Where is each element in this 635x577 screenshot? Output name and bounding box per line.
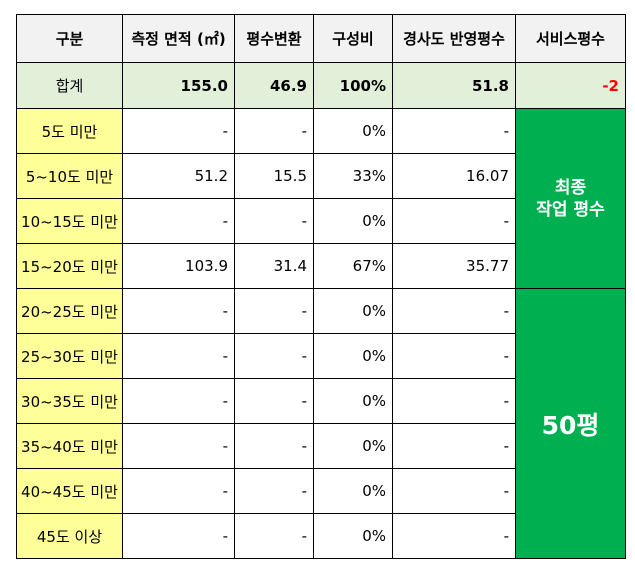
row-area: -: [122, 423, 235, 469]
row-slope: 16.07: [392, 153, 516, 199]
row-ratio: 0%: [313, 108, 393, 154]
row-ratio: 33%: [313, 153, 393, 199]
table-row: 15~20도 미만 103.9 31.4 67% 35.77: [16, 243, 626, 289]
row-label: 15~20도 미만: [16, 243, 123, 289]
row-slope: -: [392, 513, 516, 559]
row-area: -: [122, 198, 235, 244]
row-area: -: [122, 468, 235, 514]
row-label: 40~45도 미만: [16, 468, 123, 514]
row-pyeong: -: [234, 513, 314, 559]
result-cell: 50평: [515, 288, 626, 559]
row-pyeong: -: [234, 108, 314, 154]
total-service: -2: [515, 62, 626, 109]
final-work-line2: 작업 평수: [536, 199, 605, 220]
row-slope: 35.77: [392, 243, 516, 289]
total-slope: 51.8: [392, 62, 516, 109]
row-ratio: 0%: [313, 423, 393, 469]
row-area: 51.2: [122, 153, 235, 199]
row-area: -: [122, 378, 235, 424]
total-area: 155.0: [122, 62, 235, 109]
table-row: 35~40도 미만 - - 0% -: [16, 423, 626, 469]
row-label: 45도 이상: [16, 513, 123, 559]
table-row: 5도 미만 - - 0% - 최종 작업 평수: [16, 108, 626, 289]
header-slope-pyeong: 경사도 반영평수: [392, 14, 516, 63]
header-pyeong: 평수변환: [234, 14, 314, 63]
row-pyeong: -: [234, 333, 314, 379]
row-label: 5~10도 미만: [16, 153, 123, 199]
header-category: 구분: [16, 14, 123, 63]
header-service-pyeong: 서비스평수: [515, 14, 626, 63]
table-row: 40~45도 미만 - - 0% -: [16, 468, 626, 514]
row-label: 5도 미만: [16, 108, 123, 154]
row-slope: -: [392, 468, 516, 514]
row-slope: -: [392, 378, 516, 424]
row-pyeong: 15.5: [234, 153, 314, 199]
row-pyeong: -: [234, 423, 314, 469]
table-row: 20~25도 미만 - - 0% - 50평: [16, 288, 626, 559]
table-row: 30~35도 미만 - - 0% -: [16, 378, 626, 424]
total-pyeong: 46.9: [234, 62, 314, 109]
row-label: 10~15도 미만: [16, 198, 123, 244]
row-pyeong: -: [234, 288, 314, 334]
row-ratio: 0%: [313, 198, 393, 244]
row-label: 20~25도 미만: [16, 288, 123, 334]
row-area: -: [122, 108, 235, 154]
row-ratio: 0%: [313, 378, 393, 424]
header-area: 측정 면적 (㎡): [122, 14, 235, 63]
row-slope: -: [392, 333, 516, 379]
row-label: 30~35도 미만: [16, 378, 123, 424]
row-area: 103.9: [122, 243, 235, 289]
row-area: -: [122, 288, 235, 334]
row-area: -: [122, 513, 235, 559]
row-slope: -: [392, 108, 516, 154]
row-ratio: 0%: [313, 513, 393, 559]
total-row: 합계 155.0 46.9 100% 51.8 -2: [16, 62, 626, 109]
total-label: 합계: [16, 62, 123, 109]
table-row: 5~10도 미만 51.2 15.5 33% 16.07: [16, 153, 626, 199]
row-pyeong: -: [234, 378, 314, 424]
row-pyeong: -: [234, 468, 314, 514]
row-ratio: 0%: [313, 288, 393, 334]
row-area: -: [122, 333, 235, 379]
row-slope: -: [392, 288, 516, 334]
row-slope: -: [392, 423, 516, 469]
total-ratio: 100%: [313, 62, 393, 109]
row-pyeong: 31.4: [234, 243, 314, 289]
slope-area-table: 구분 측정 면적 (㎡) 평수변환 구성비 경사도 반영평수 서비스평수 합계 …: [16, 14, 626, 559]
table-row: 25~30도 미만 - - 0% -: [16, 333, 626, 379]
row-slope: -: [392, 198, 516, 244]
row-ratio: 0%: [313, 468, 393, 514]
row-label: 25~30도 미만: [16, 333, 123, 379]
table-row: 10~15도 미만 - - 0% -: [16, 198, 626, 244]
table-row: 45도 이상 - - 0% -: [16, 513, 626, 559]
row-label: 35~40도 미만: [16, 423, 123, 469]
row-pyeong: -: [234, 198, 314, 244]
row-ratio: 67%: [313, 243, 393, 289]
final-work-line1: 최종: [554, 177, 587, 198]
final-work-cell: 최종 작업 평수: [515, 108, 626, 289]
header-row: 구분 측정 면적 (㎡) 평수변환 구성비 경사도 반영평수 서비스평수: [16, 14, 626, 63]
row-ratio: 0%: [313, 333, 393, 379]
header-ratio: 구성비: [313, 14, 393, 63]
